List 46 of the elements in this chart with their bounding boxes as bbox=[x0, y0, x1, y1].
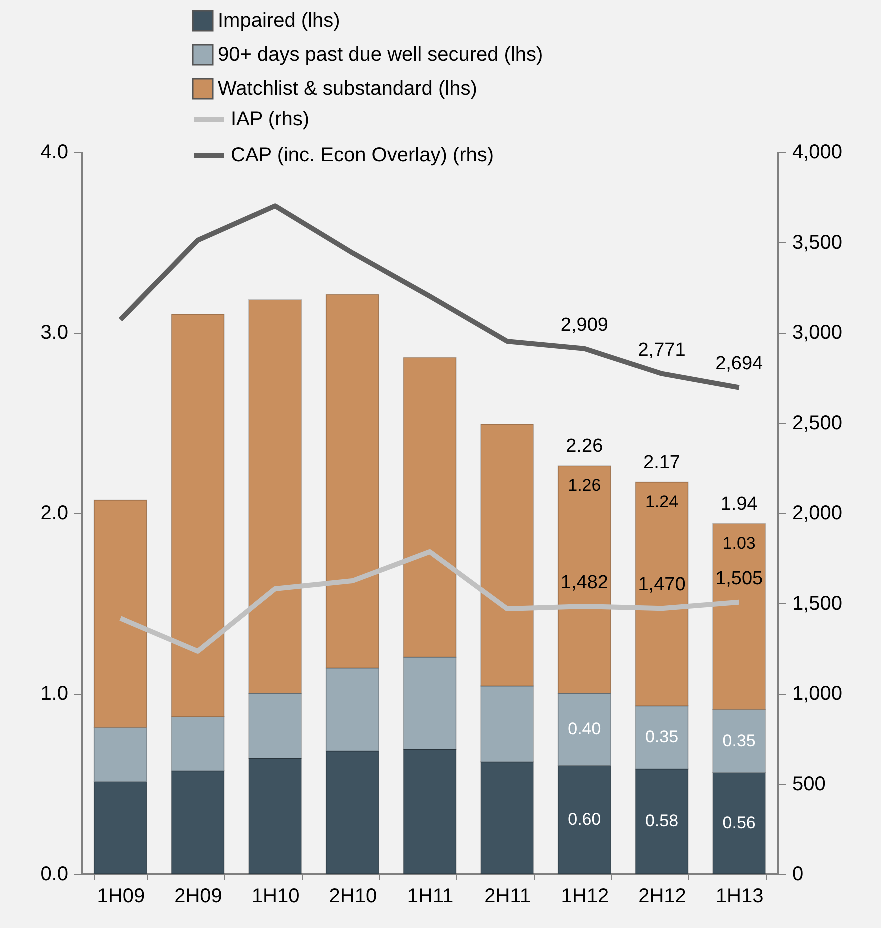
x-tick-label: 2H12 bbox=[638, 886, 686, 908]
legend-label: Impaired (lhs) bbox=[218, 10, 340, 32]
data-label: 1,505 bbox=[716, 568, 764, 590]
x-tick-label: 1H09 bbox=[97, 886, 146, 908]
y2-tick-label: 1,000 bbox=[792, 683, 843, 705]
y-tick-label: 0.0 bbox=[40, 864, 68, 886]
data-label: 0.58 bbox=[645, 812, 679, 831]
x-tick-label: 2H09 bbox=[174, 886, 222, 908]
y2-tick-label: 2,500 bbox=[792, 412, 843, 434]
data-label: 1.26 bbox=[568, 476, 602, 496]
y2-tick-label: 3,000 bbox=[792, 322, 843, 344]
total-label: 1.94 bbox=[720, 494, 758, 515]
x-tick-label: 2H11 bbox=[484, 886, 531, 908]
data-label: 2,694 bbox=[716, 354, 764, 375]
y2-tick-label: 4,000 bbox=[792, 142, 843, 164]
data-label: 2,771 bbox=[638, 340, 686, 361]
legend-label: IAP (rhs) bbox=[231, 108, 310, 130]
x-tick-label: 1H10 bbox=[252, 886, 300, 908]
x-tick-label: 1H13 bbox=[716, 886, 764, 908]
x-tick-label: 2H10 bbox=[329, 886, 378, 908]
data-label: 0.35 bbox=[645, 728, 679, 747]
data-label: 0.35 bbox=[722, 731, 756, 750]
data-label: 0.56 bbox=[722, 813, 756, 832]
legend-label: CAP (inc. Econ Overlay) (rhs) bbox=[231, 144, 494, 166]
x-tick-label: 1H11 bbox=[407, 886, 454, 908]
y-tick-label: 4.0 bbox=[40, 142, 68, 164]
x-tick-label: 1H12 bbox=[561, 886, 610, 908]
data-label: 1,482 bbox=[560, 572, 608, 594]
y2-tick-label: 1,500 bbox=[792, 592, 843, 615]
y2-tick-label: 0 bbox=[792, 864, 804, 886]
y2-tick-label: 500 bbox=[792, 773, 826, 796]
data-label: 1,470 bbox=[638, 574, 686, 596]
data-label: 0.40 bbox=[568, 720, 602, 739]
data-label: 1.24 bbox=[645, 492, 679, 512]
total-label: 2.17 bbox=[644, 452, 680, 474]
data-label: 0.60 bbox=[568, 810, 602, 829]
y2-tick-label: 2,000 bbox=[792, 502, 843, 524]
legend-label: Watchlist & substandard (lhs) bbox=[218, 78, 478, 100]
y-tick-label: 2.0 bbox=[40, 502, 68, 524]
y-tick-label: 3.0 bbox=[40, 322, 68, 344]
data-label: 1.03 bbox=[722, 534, 756, 553]
data-label: 2,909 bbox=[560, 314, 608, 336]
y-tick-label: 1.0 bbox=[40, 683, 68, 705]
y2-tick-label: 3,500 bbox=[792, 232, 843, 254]
legend-label: 90+ days past due well secured (lhs) bbox=[218, 44, 544, 66]
total-label: 2.26 bbox=[566, 436, 604, 458]
